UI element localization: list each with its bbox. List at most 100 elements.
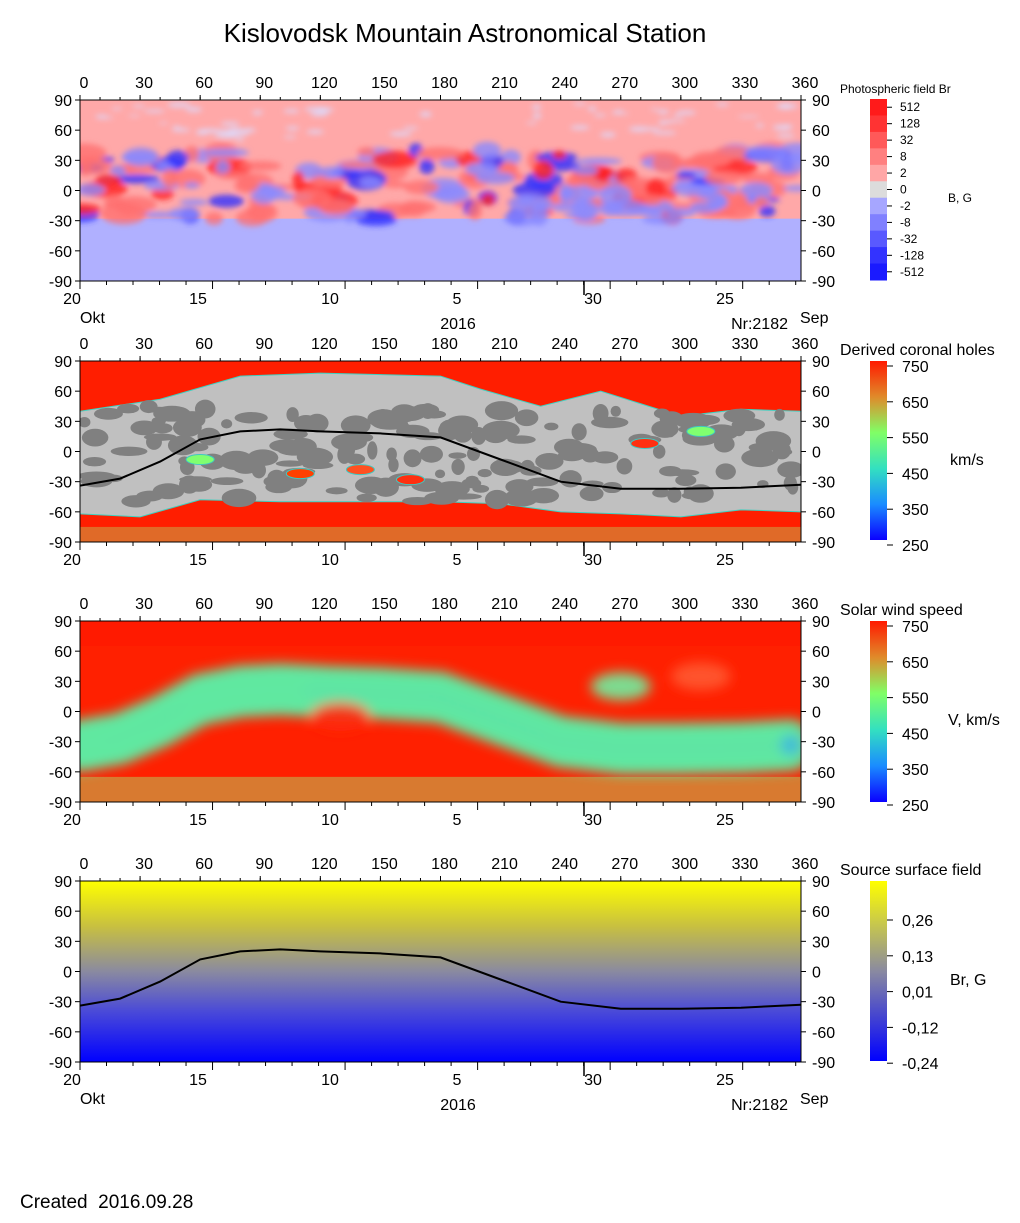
colorbar-tick-label: 650 [902,655,929,672]
lat-tick-label-left: 60 [54,904,72,921]
colorbar-tick-label: 450 [902,466,929,483]
date-tick-label: 5 [453,812,462,829]
colorbar-segment [870,230,887,248]
colorbar-tick-label: 0,01 [902,985,933,1002]
lon-tick-label: 300 [671,596,698,613]
lon-tick-label: 240 [551,856,578,873]
lat-tick-label-left: -30 [49,995,72,1012]
colorbar-tick-label: -0,12 [902,1020,939,1037]
colorbar-segment [870,247,887,265]
lon-tick-label: 240 [551,75,578,92]
lon-tick-label: 0 [80,856,89,873]
month-label-okt: Okt [80,1091,105,1108]
lat-tick-label-right: -90 [812,535,835,552]
lat-tick-label-right: -30 [812,735,835,752]
colorbar-tick-label: 750 [902,619,929,636]
lon-tick-label: 210 [491,596,518,613]
lat-tick-label-right: 0 [812,965,821,982]
legend-title: Photospheric field Br [840,82,951,96]
lat-tick-label-right: 30 [812,934,830,951]
lat-tick-label-left: -60 [49,1025,72,1042]
lat-tick-label-right: -60 [812,505,835,522]
date-tick-label: 20 [63,291,81,308]
colorbar-tick-label: -512 [900,265,924,279]
colorbar-segment [870,115,887,133]
colorbar-tick-label: 350 [902,502,929,519]
colorbar-tick-label: 0 [900,183,907,197]
lat-tick-label-left: -60 [49,505,72,522]
lat-tick-label-right: -30 [812,995,835,1012]
colorbar-tick-label: 350 [902,762,929,779]
date-tick-label: 30 [584,291,602,308]
lat-tick-label-right: 90 [812,614,830,631]
lon-tick-label: 120 [311,336,338,353]
date-tick-label: 30 [584,812,602,829]
colorbar-segment [870,164,887,182]
date-tick-label: 30 [584,1072,602,1089]
lon-tick-label: 60 [195,336,213,353]
lon-tick-label: 150 [371,596,398,613]
colorbar-tick-label: -8 [900,215,911,229]
year-label: 2016 [440,1097,476,1114]
lat-tick-label-left: -60 [49,765,72,782]
lon-tick-label: 270 [611,336,638,353]
lon-tick-label: 180 [431,596,458,613]
date-tick-label: 30 [584,552,602,569]
lat-tick-label-left: 30 [54,934,72,951]
lat-tick-label-right: 0 [812,705,821,722]
colorbar-tick-label: -2 [900,199,911,213]
lat-tick-label-left: 90 [54,93,72,110]
colorbar-segment [870,181,887,199]
lon-tick-label: 30 [135,75,153,92]
created-date: 2016.09.28 [98,1192,194,1213]
unit-label: Br, G [950,972,986,989]
month-label-sep: Sep [800,310,829,327]
colorbar-segment [870,99,887,116]
lon-tick-label: 360 [792,856,819,873]
lat-tick-label-left: -90 [49,1055,72,1072]
lon-tick-label: 180 [431,336,458,353]
lon-tick-label: 210 [491,856,518,873]
date-tick-label: 5 [453,291,462,308]
colorbar-tick-label: 2 [900,166,907,180]
colorbar-segment [870,263,887,281]
lon-tick-label: 120 [311,75,338,92]
lon-tick-label: 0 [80,596,89,613]
colorbar-segment [870,148,887,166]
lat-tick-label-left: 0 [63,445,72,462]
colorbar-tick-label: 8 [900,150,907,164]
lat-tick-label-right: -60 [812,244,835,261]
lon-tick-label: 180 [431,856,458,873]
rotation-number: Nr:2182 [731,1097,788,1114]
date-tick-label: 15 [189,1072,207,1089]
lat-tick-label-left: -30 [49,214,72,231]
colorbar-tick-label: 550 [902,691,929,708]
lon-tick-label: 60 [195,596,213,613]
lon-tick-label: 150 [371,856,398,873]
date-tick-label: 10 [321,1072,339,1089]
lat-tick-label-right: 0 [812,445,821,462]
lat-tick-label-right: 60 [812,123,830,140]
colorbar-tick-label: 32 [900,133,914,147]
lon-tick-label: 330 [732,336,759,353]
colorbar-tick-label: 650 [902,395,929,412]
lat-tick-label-right: -90 [812,795,835,812]
date-tick-label: 5 [453,1072,462,1089]
year-label: 2016 [440,316,476,333]
neutral-line [80,428,801,490]
colorbar-tick-label: 450 [902,726,929,743]
photospheric-map [80,100,801,281]
lon-tick-label: 150 [371,336,398,353]
date-tick-label: 20 [63,552,81,569]
colorbar-tick-label: 550 [902,431,929,448]
colorbar-tick-label: 250 [902,538,929,555]
lon-tick-label: 330 [732,596,759,613]
lon-tick-label: 90 [255,336,273,353]
lat-tick-label-left: 30 [54,674,72,691]
lat-tick-label-right: -30 [812,214,835,231]
lat-tick-label-right: 60 [812,904,830,921]
lon-tick-label: 330 [732,75,759,92]
